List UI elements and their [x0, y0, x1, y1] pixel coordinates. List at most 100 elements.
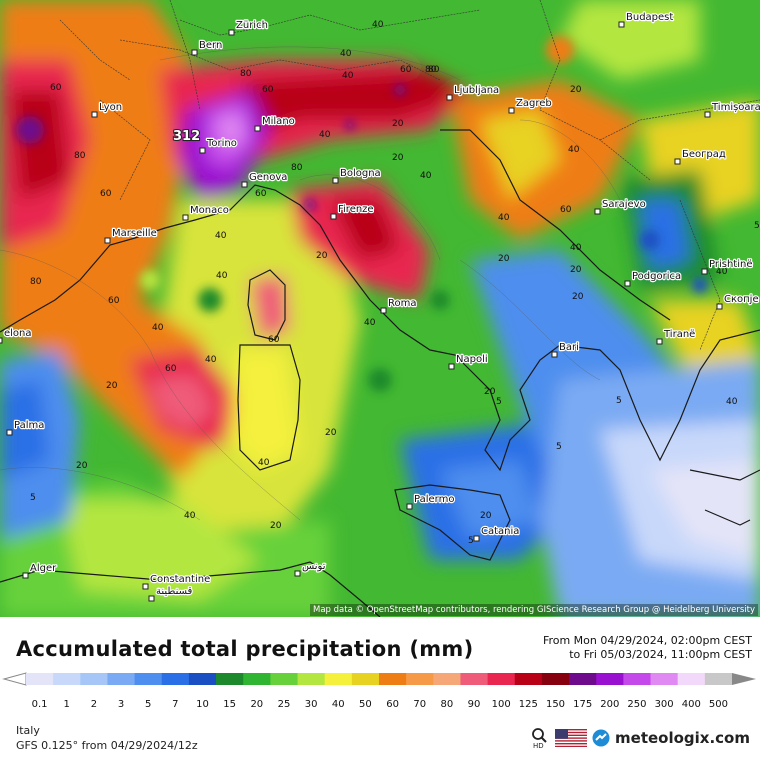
city-dot	[448, 363, 455, 370]
contour-value-label: 40	[184, 511, 196, 521]
contour-value-label: 40	[716, 267, 728, 277]
scale-tick-label: 125	[519, 699, 538, 710]
city-label: Napoli	[456, 354, 488, 365]
time-from: From Mon 04/29/2024, 02:00pm CEST	[542, 634, 752, 647]
scale-tick-label: 15	[223, 699, 236, 710]
city-marker: Скопје	[716, 292, 760, 310]
city-label: Podgorica	[632, 271, 681, 282]
scale-max-arrow	[732, 673, 756, 685]
city-dot	[406, 503, 413, 510]
city-dot	[241, 181, 248, 188]
city-marker: Sarajevo	[594, 198, 647, 215]
contour-value-label: 80	[30, 277, 42, 287]
city-label: تونس	[302, 561, 326, 572]
city-marker: Timișoara	[704, 101, 760, 118]
city-marker: Monaco	[182, 204, 230, 221]
city-label: Zagreb	[516, 98, 552, 109]
contour-value-label: 60	[108, 296, 120, 306]
city-dot	[142, 583, 149, 590]
city-label: Palermo	[414, 494, 454, 505]
contour-value-label: 40	[570, 243, 582, 253]
contour-value-label: 60	[255, 189, 267, 199]
contour-value-label: 60	[560, 205, 572, 215]
map-attribution: Map data © OpenStreetMap contributors, r…	[310, 604, 758, 616]
city-marker: Београд	[674, 148, 727, 165]
precipitation-map[interactable]: 60 80 40 60 80 20 40 80 60 40 80 60 40 60 80 20 40 20 60 40…	[0, 0, 760, 617]
scale-min-arrow	[2, 672, 27, 686]
contour-value-label: 40	[215, 231, 227, 241]
contour-value-label: 20	[325, 428, 337, 438]
contour-value-label: 20	[270, 521, 282, 531]
city-dot	[701, 268, 708, 275]
scale-swatch	[161, 673, 190, 685]
scale-swatch	[569, 673, 597, 685]
brand-area: HD meteologix.com	[530, 727, 750, 749]
city-dot	[199, 147, 206, 154]
scale-tick-label: 175	[573, 699, 592, 710]
hd-label: HD	[533, 742, 544, 749]
contour-value-label: 20	[106, 381, 118, 391]
city-marker: Genova	[241, 171, 289, 188]
contour-value-label: 5	[616, 396, 622, 406]
scale-swatch	[134, 673, 163, 685]
contour-value-label: 5	[468, 536, 474, 546]
scale-swatch	[596, 673, 624, 685]
scale-swatch	[406, 673, 434, 685]
meteologix-logo-icon	[592, 729, 610, 747]
city-label: Constantine	[150, 574, 210, 585]
city-marker: Zagreb	[508, 97, 553, 114]
contour-value-label: 40	[498, 213, 510, 223]
model-run-label: GFS 0.125° from 04/29/2024/12z	[16, 739, 198, 752]
city-label: Alger	[30, 563, 57, 574]
time-to: to Fri 05/03/2024, 11:00pm CEST	[569, 648, 752, 661]
city-dot	[104, 237, 111, 244]
contour-value-label: 40	[342, 71, 354, 81]
city-dot	[508, 107, 515, 114]
contour-value-label: 60	[268, 335, 280, 345]
contour-value-label: 60	[100, 189, 112, 199]
city-marker: Milano	[254, 115, 296, 132]
contour-value-label: 40	[726, 397, 738, 407]
city-label: Београд	[682, 149, 726, 160]
city-marker: قسنطينة	[148, 585, 194, 602]
contour-value-label: 80	[74, 151, 86, 161]
brand-name[interactable]: meteologix.com	[615, 729, 750, 747]
city-label: Bologna	[340, 168, 381, 179]
city-marker: Bern	[191, 39, 223, 56]
city-label: Catania	[481, 526, 519, 537]
city-label: Milano	[262, 116, 295, 127]
contour-value-label: 20	[484, 387, 496, 397]
contour-value-label: 80	[428, 65, 440, 75]
contour-value-label: 20	[392, 119, 404, 129]
contour-value-label: 40	[216, 271, 228, 281]
us-flag-icon[interactable]	[555, 729, 588, 747]
scale-swatch	[487, 673, 516, 685]
hd-zoom-icon[interactable]: HD	[530, 727, 550, 749]
city-dot	[22, 572, 29, 579]
city-label: Prishtinë	[709, 259, 752, 270]
scale-tick-label: 40	[332, 699, 345, 710]
city-marker: Tiranë	[656, 328, 697, 345]
city-label: قسنطينة	[156, 586, 193, 597]
coastlines	[0, 129, 760, 617]
city-marker: تونس	[294, 560, 327, 577]
city-marker: Marseille	[104, 227, 158, 244]
city-label: Скопје	[724, 293, 759, 305]
city-dot	[228, 29, 235, 36]
contour-value-label: 40	[568, 145, 580, 155]
city-dot	[91, 111, 98, 118]
contour-value-label: 40	[205, 355, 217, 365]
city-label: Zürich	[236, 20, 268, 31]
contour-value-label: 40	[319, 130, 331, 140]
city-dot	[551, 351, 558, 358]
city-marker: Ljubljana	[446, 84, 500, 101]
scale-swatch	[351, 673, 380, 685]
legend-title: Accumulated total precipitation (mm)	[16, 637, 474, 661]
city-label: Genova	[249, 172, 287, 183]
scale-tick-label: 30	[305, 699, 318, 710]
city-marker: Torino	[199, 137, 238, 154]
scale-tick-label: 7	[172, 699, 178, 710]
city-marker: Palma	[6, 419, 46, 436]
city-label: Bern	[199, 40, 222, 51]
city-dot	[148, 595, 155, 602]
